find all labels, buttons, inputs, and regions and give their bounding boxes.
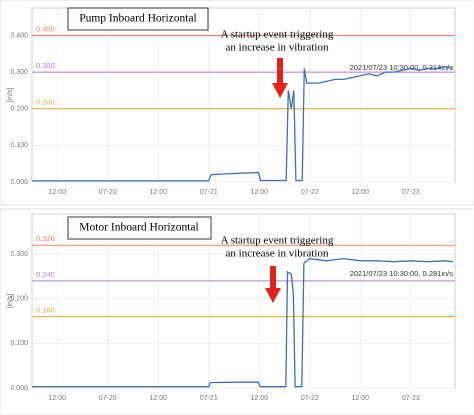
annotation: an increase in vibration bbox=[226, 248, 329, 260]
y-tick-label: 0.100 bbox=[10, 142, 28, 149]
annotation: A startup event triggering bbox=[221, 29, 334, 41]
plot-area bbox=[31, 7, 456, 183]
x-tick-label: 07-23 bbox=[402, 189, 420, 196]
series-line bbox=[32, 257, 453, 388]
threshold-label: 0.320 bbox=[36, 234, 55, 243]
arrow bbox=[265, 266, 281, 303]
threshold-label: 0.160 bbox=[36, 306, 55, 315]
x-tick-label: 12:00 bbox=[251, 395, 269, 402]
reading-label: 2021/07/23 10:30:00, 0.314in/s bbox=[350, 63, 454, 72]
y-axis-label: [in/s] bbox=[7, 88, 14, 103]
chart-title: Motor Inboard Horizontal bbox=[79, 222, 198, 234]
x-tick-label: 07-21 bbox=[200, 189, 218, 196]
annotation: an increase in vibration bbox=[226, 42, 329, 54]
reading-label: 2021/07/23 10:30:00, 0.281in/s bbox=[350, 269, 454, 278]
x-tick-label: 12:00 bbox=[251, 189, 269, 196]
x-tick-label: 07-20 bbox=[99, 395, 117, 402]
y-tick-label: 0.100 bbox=[10, 340, 28, 347]
x-tick-label: 12:00 bbox=[352, 395, 370, 402]
x-tick-label: 07-22 bbox=[301, 395, 319, 402]
y-axis-label: [in/s] bbox=[7, 294, 14, 309]
arrow bbox=[272, 58, 288, 98]
x-tick-label: 07-22 bbox=[301, 189, 319, 196]
threshold-label: 0.300 bbox=[36, 61, 55, 70]
y-tick-label: 0.300 bbox=[10, 69, 28, 76]
y-tick-label: 0.000 bbox=[10, 385, 28, 392]
plot-area bbox=[31, 213, 456, 389]
title-box bbox=[67, 216, 212, 240]
title-box bbox=[67, 7, 209, 31]
x-tick-label: 12:00 bbox=[150, 395, 168, 402]
chart-title: Pump Inboard Horizontal bbox=[79, 13, 197, 25]
x-tick-label: 07-20 bbox=[99, 189, 117, 196]
y-tick-label: 0.200 bbox=[10, 106, 28, 113]
x-tick-label: 12:00 bbox=[352, 189, 370, 196]
threshold-label: 0.240 bbox=[36, 270, 55, 279]
y-tick-label: 0.300 bbox=[10, 251, 28, 258]
y-tick-label: 0.400 bbox=[10, 32, 28, 39]
threshold-label: 0.400 bbox=[36, 24, 55, 33]
x-tick-label: 07-23 bbox=[402, 395, 420, 402]
x-tick-label: 12:00 bbox=[48, 395, 66, 402]
y-tick-label: 0.200 bbox=[10, 296, 28, 303]
threshold-label: 0.200 bbox=[36, 98, 55, 107]
x-tick-label: 12:00 bbox=[150, 189, 168, 196]
y-tick-label: 0.000 bbox=[10, 179, 28, 186]
annotation: A startup event triggering bbox=[221, 235, 334, 247]
x-tick-label: 12:00 bbox=[48, 189, 66, 196]
x-tick-label: 07-21 bbox=[200, 395, 218, 402]
series-line bbox=[32, 65, 454, 182]
